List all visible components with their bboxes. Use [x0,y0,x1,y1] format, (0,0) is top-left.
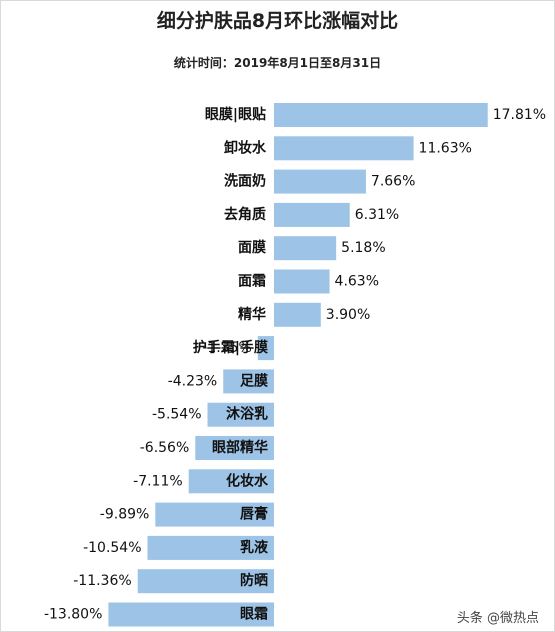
bar-10 [195,436,274,460]
bar-13 [147,535,274,560]
bar-8 [223,369,274,394]
bar-0 [274,103,488,127]
category-label-4: 面膜 [238,239,266,256]
category-label-9: 沐浴乳 [226,406,268,423]
value-label-1: 11.63% [419,140,472,156]
value-label-0: 17.81% [493,107,546,123]
category-label-1: 卸妆水 [224,139,267,156]
chart-title: 细分护肤品8月环比涨幅对比 [156,10,399,32]
category-label-5: 面霜 [238,273,266,290]
category-label-14: 防晒 [240,572,268,589]
value-label-10: -6.56% [140,440,190,456]
value-label-9: -5.54% [152,407,202,423]
value-label-2: 7.66% [371,174,415,190]
bar-2 [274,169,366,194]
value-label-4: 5.18% [341,240,385,256]
category-label-11: 化妆水 [226,472,269,489]
category-label-7: 护手霜|手膜 [193,339,268,356]
bar-6 [274,302,321,327]
bar-7 [257,336,274,361]
category-label-2: 洗面奶 [224,173,266,190]
category-label-3: 去角质 [224,206,266,223]
value-label-14: -11.36% [73,573,131,589]
value-label-12: -9.89% [100,507,150,523]
bar-11 [188,469,274,494]
value-label-13: -10.54% [83,540,141,556]
category-label-15: 眼霜 [240,606,268,623]
bar-3 [274,202,350,227]
category-label-12: 唇膏 [240,506,268,523]
value-label-11: -7.11% [133,473,183,489]
bar-12 [155,502,274,527]
value-label-3: 6.31% [355,207,399,223]
watermark-text: 头条 @微热点 [456,611,539,626]
value-label-7: -1.35% [202,340,252,356]
category-label-0: 眼膜|眼贴 [205,106,266,123]
category-label-13: 乳液 [240,539,269,556]
category-label-8: 足膜 [240,372,268,389]
value-label-8: -4.23% [168,373,218,389]
bar-15 [108,602,275,627]
category-label-10: 眼部精华 [212,439,268,456]
bar-14 [137,569,274,594]
value-label-15: -13.80% [44,607,102,623]
bar-9 [207,402,274,427]
category-label-6: 精华 [238,306,266,323]
bar-1 [274,136,414,161]
value-label-5: 4.63% [335,274,379,290]
bar-5 [274,269,330,294]
chart-subtitle: 统计时间：2019年8月1日至8月31日 [173,56,382,70]
value-label-6: 3.90% [326,307,370,323]
bar-4 [274,236,337,261]
